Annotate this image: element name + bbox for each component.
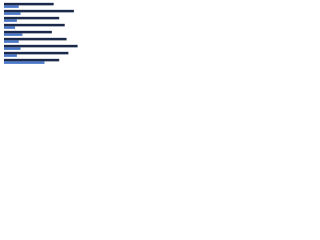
bar — [4, 40, 19, 43]
bar — [4, 26, 16, 29]
bar — [4, 37, 67, 41]
bar — [4, 2, 54, 6]
bar — [4, 19, 17, 22]
bar — [4, 12, 21, 15]
bar — [4, 16, 60, 20]
bar — [4, 5, 19, 8]
chart — [0, 0, 100, 71]
bar — [4, 61, 45, 64]
bar — [4, 33, 23, 36]
bar — [4, 54, 17, 57]
bar — [4, 58, 60, 62]
bar — [4, 23, 65, 27]
bar — [4, 9, 74, 13]
bar — [4, 44, 78, 48]
bar — [4, 51, 69, 55]
bar — [4, 30, 52, 34]
bar — [4, 47, 21, 50]
